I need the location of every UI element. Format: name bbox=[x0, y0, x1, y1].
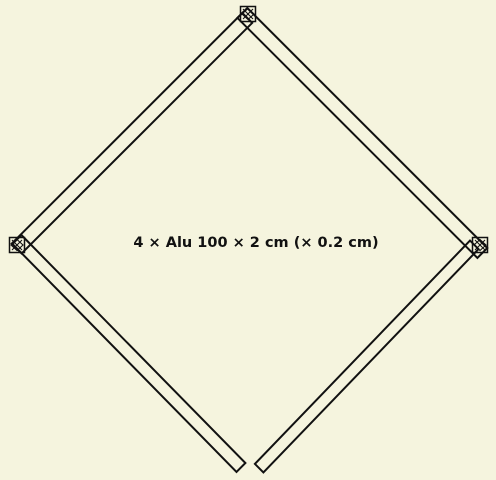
right-joint bbox=[471, 236, 489, 254]
lower-right-bar bbox=[253, 239, 480, 474]
top-joint bbox=[239, 5, 257, 23]
left-joint bbox=[8, 236, 26, 254]
upper-left-bar bbox=[10, 11, 254, 255]
lower-left-bar bbox=[11, 233, 247, 474]
dimension-label: 4 × Alu 100 × 2 cm (× 0.2 cm) bbox=[133, 235, 378, 251]
upper-right-bar bbox=[235, 6, 489, 260]
